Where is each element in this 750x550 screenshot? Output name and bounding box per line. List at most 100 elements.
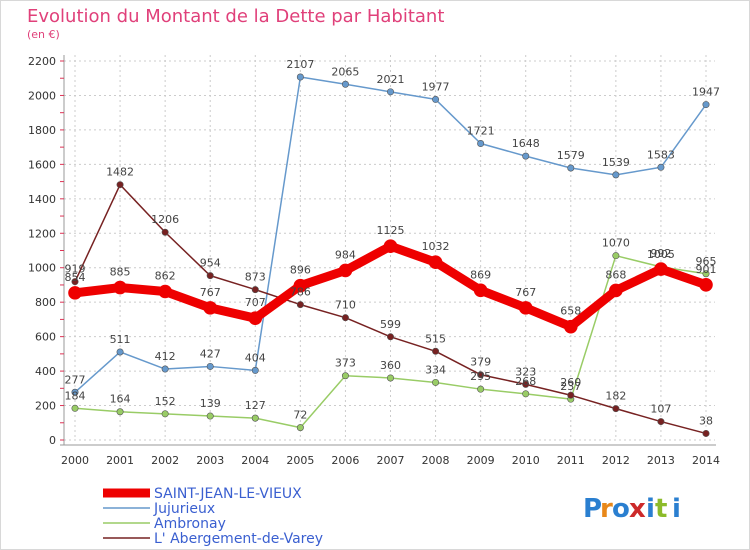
- data-label: 360: [380, 359, 401, 372]
- legend-label: Jujurieux: [153, 501, 215, 517]
- x-tick-label: 2011: [557, 454, 585, 467]
- data-label: 237: [560, 380, 581, 393]
- data-point: [341, 80, 349, 88]
- x-tick-label: 2002: [151, 454, 179, 467]
- x-tick-label: 2009: [467, 454, 495, 467]
- x-tick-label: 2008: [422, 454, 450, 467]
- data-point: [477, 371, 485, 379]
- data-label: 901: [696, 263, 717, 276]
- chart-subtitle: (en €): [27, 28, 60, 41]
- data-label: 1005: [647, 248, 675, 261]
- data-label: 260: [560, 376, 581, 389]
- data-label: 862: [155, 270, 176, 283]
- data-label: 1539: [602, 156, 630, 169]
- data-label: 511: [110, 333, 131, 346]
- x-tick-label: 2010: [512, 454, 540, 467]
- proxiti-logo: Pr o x i t i: [583, 494, 681, 524]
- data-label: 2065: [331, 65, 359, 78]
- data-label: 885: [110, 266, 131, 279]
- data-point: [518, 301, 533, 315]
- y-tick-label: 1800: [28, 124, 56, 137]
- data-label: 107: [650, 403, 671, 416]
- data-point: [612, 252, 620, 260]
- data-point: [432, 347, 440, 355]
- data-point: [477, 140, 485, 148]
- data-label: 38: [699, 414, 713, 427]
- data-point: [251, 286, 259, 294]
- data-label: 182: [605, 390, 626, 403]
- data-point: [248, 311, 263, 326]
- data-label: 767: [515, 286, 536, 299]
- data-label: 1032: [422, 240, 450, 253]
- data-point: [113, 280, 127, 295]
- data-point: [563, 319, 578, 334]
- y-tick-label: 1000: [28, 262, 56, 275]
- data-point: [522, 152, 530, 160]
- data-label: 1125: [377, 224, 405, 237]
- logo-letter: o: [612, 494, 630, 524]
- data-label: 412: [155, 350, 176, 363]
- data-point: [206, 362, 214, 370]
- x-tick-label: 2007: [377, 454, 405, 467]
- data-label: 992: [650, 247, 671, 260]
- data-point: [428, 255, 443, 270]
- x-tick-label: 2001: [106, 454, 134, 467]
- data-label: 184: [65, 389, 86, 402]
- data-point: [68, 286, 82, 300]
- data-label: 277: [65, 373, 86, 386]
- data-point: [338, 263, 353, 278]
- data-label: 984: [335, 248, 356, 261]
- data-label: 919: [65, 263, 86, 276]
- data-point: [158, 284, 172, 299]
- y-tick-label: 0: [49, 434, 56, 447]
- data-point: [386, 374, 394, 382]
- data-point: [71, 404, 79, 412]
- data-point: [203, 301, 218, 315]
- x-tick-label: 2012: [602, 454, 630, 467]
- data-point: [386, 88, 394, 96]
- data-label: 868: [605, 268, 626, 281]
- data-label: 869: [470, 268, 491, 281]
- y-tick-label: 1200: [28, 227, 56, 240]
- data-label: 767: [200, 286, 221, 299]
- data-point: [116, 181, 124, 189]
- chart-title: Evolution du Montant de la Dette par Hab…: [27, 6, 444, 27]
- data-point: [657, 163, 665, 171]
- data-label: 404: [245, 351, 266, 364]
- data-point: [251, 414, 259, 422]
- data-point: [657, 418, 665, 426]
- y-tick-label: 800: [35, 296, 56, 309]
- data-label: 1579: [557, 149, 585, 162]
- x-tick-label: 2006: [331, 454, 359, 467]
- data-label: 707: [245, 296, 266, 309]
- x-tick-label: 2013: [647, 454, 675, 467]
- data-point: [654, 262, 668, 276]
- data-label: 295: [470, 370, 491, 383]
- data-point: [116, 348, 124, 356]
- data-point: [251, 366, 259, 374]
- data-label: 1206: [151, 213, 179, 226]
- data-label: 1583: [647, 148, 675, 161]
- data-point: [567, 391, 575, 399]
- data-point: [702, 429, 710, 437]
- data-point: [432, 378, 440, 386]
- data-label: 323: [515, 365, 536, 378]
- x-tick-label: 2000: [61, 454, 89, 467]
- x-tick-label: 2005: [286, 454, 314, 467]
- legend-label: Ambronay: [154, 516, 226, 532]
- data-point: [567, 164, 575, 172]
- legend-label: L' Abergement-de-Varey: [154, 531, 323, 547]
- data-point: [386, 333, 394, 341]
- data-point: [612, 171, 620, 179]
- data-label: 954: [200, 257, 221, 270]
- data-label: 1482: [106, 166, 134, 179]
- data-point: [161, 410, 169, 418]
- data-point: [71, 388, 79, 396]
- data-label: 139: [200, 397, 221, 410]
- y-tick-label: 2200: [28, 55, 56, 68]
- data-label: 72: [293, 409, 307, 422]
- data-point: [473, 283, 488, 298]
- data-point: [296, 424, 304, 432]
